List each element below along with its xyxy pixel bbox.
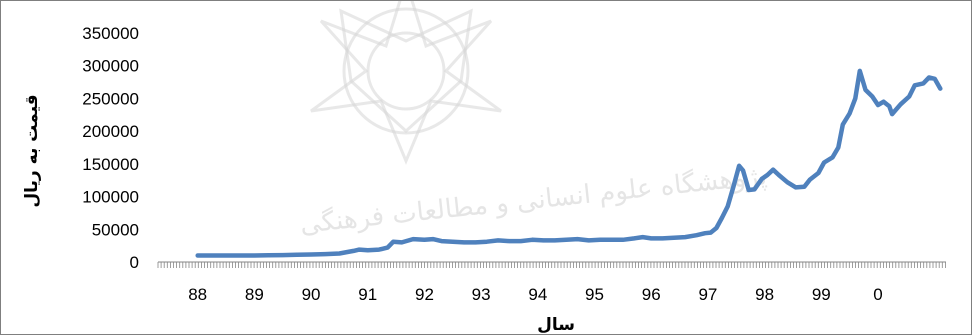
y-tick-label: 150000 [82, 155, 139, 174]
x-axis-title: سال [537, 315, 575, 334]
x-tick-label: 97 [698, 285, 717, 304]
x-tick-label: 96 [642, 285, 661, 304]
y-axis-title: قیمت به ریال [22, 94, 42, 207]
y-tick-label: 100000 [82, 188, 139, 207]
y-tick-label: 50000 [92, 220, 139, 239]
x-tick-label: 99 [812, 285, 831, 304]
watermark-text: پژوهشگاه علوم انسانی و مطالعات فرهنگی [298, 160, 768, 240]
x-tick-label: 0 [873, 285, 882, 304]
x-tick-label: 91 [358, 285, 377, 304]
x-tick-label: 94 [528, 285, 547, 304]
y-tick-label: 300000 [82, 57, 139, 76]
x-tick-label: 95 [585, 285, 604, 304]
y-tick-label: 200000 [82, 122, 139, 141]
y-tick-label: 250000 [82, 89, 139, 108]
y-tick-label: 350000 [82, 24, 139, 43]
x-tick-label: 93 [472, 285, 491, 304]
x-axis-ticks [157, 262, 946, 268]
x-tick-label: 98 [755, 285, 774, 304]
x-tick-label: 92 [415, 285, 434, 304]
x-tick-label: 90 [302, 285, 321, 304]
x-tick-label: 88 [188, 285, 207, 304]
x-tick-label: 89 [245, 285, 264, 304]
watermark-logo [310, 1, 502, 165]
y-tick-label: 0 [130, 253, 139, 272]
series-line [195, 68, 943, 258]
